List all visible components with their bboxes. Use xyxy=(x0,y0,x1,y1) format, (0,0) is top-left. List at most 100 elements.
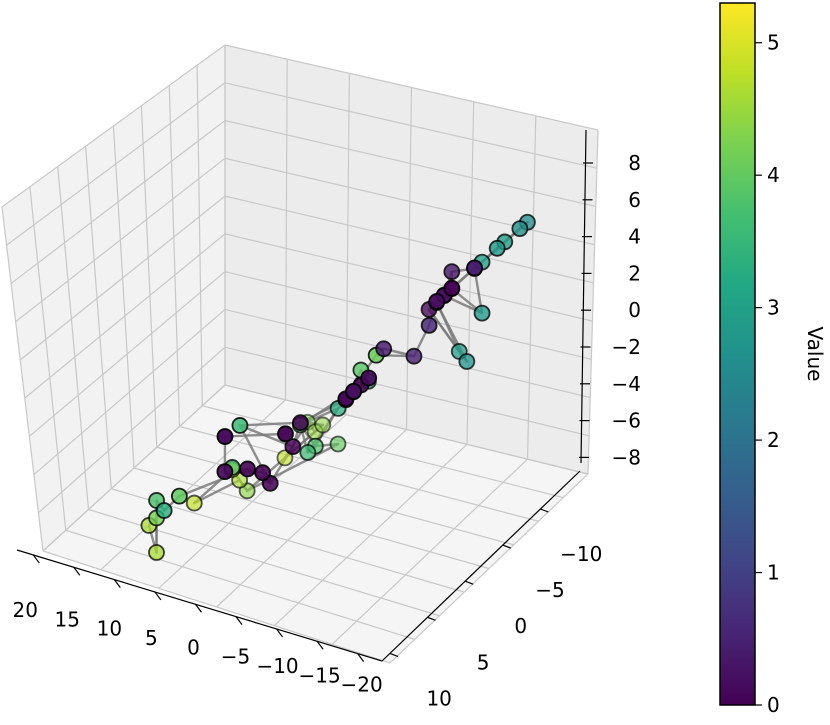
grid-line xyxy=(224,82,598,169)
data-point xyxy=(375,340,393,358)
data-point xyxy=(443,279,461,297)
grid-line xyxy=(405,87,413,430)
colorbar-tick-label: 3 xyxy=(767,296,780,320)
z-tick-label: 0 xyxy=(628,298,641,322)
z-axis-line xyxy=(580,129,587,464)
grid-line xyxy=(526,115,537,460)
colorbar-ticks: 0 1 2 3 4 5 xyxy=(755,31,780,717)
data-point xyxy=(216,428,234,445)
y-tick xyxy=(389,652,399,657)
grid-line xyxy=(10,120,226,284)
grid-line xyxy=(28,271,226,437)
data-point xyxy=(458,353,476,370)
x-tick-label: −5 xyxy=(221,645,250,669)
data-point xyxy=(216,463,234,481)
data-point xyxy=(239,460,256,478)
data-point xyxy=(360,369,378,387)
colorbar-tick-label: 5 xyxy=(767,31,780,55)
grid-line xyxy=(6,82,226,246)
x-tick xyxy=(194,603,202,613)
colorbar-tick-label: 1 xyxy=(767,561,780,585)
grid-line xyxy=(38,346,226,514)
data-point xyxy=(443,263,461,281)
data-point xyxy=(277,425,294,443)
x-tick xyxy=(113,579,121,588)
x-tick xyxy=(154,591,162,601)
grid-line xyxy=(1,44,226,208)
grid-line xyxy=(196,65,203,406)
data-point xyxy=(420,316,438,334)
y-axis-line xyxy=(381,470,581,662)
z-tick-label: 4 xyxy=(628,225,641,249)
data-points xyxy=(140,213,536,561)
grid-line xyxy=(15,157,226,323)
x-tick xyxy=(32,554,40,564)
grid-line xyxy=(224,195,594,284)
colorbar-tick-label: 2 xyxy=(767,428,780,452)
data-point xyxy=(231,417,249,434)
y-tick-label: 0 xyxy=(514,614,527,638)
data-point xyxy=(299,444,317,461)
x-tick-label: 10 xyxy=(97,617,122,641)
grid-line xyxy=(224,119,596,208)
x-tick xyxy=(316,640,324,650)
x-tick-label: 20 xyxy=(12,598,37,622)
z-tick-label: −8 xyxy=(612,445,641,469)
grid-lines xyxy=(1,44,599,664)
grid-line xyxy=(331,458,528,645)
grid-line xyxy=(33,308,226,476)
data-point xyxy=(170,487,188,505)
z-tick-label: −2 xyxy=(612,335,641,359)
grid-line xyxy=(42,384,226,552)
data-point xyxy=(148,544,165,561)
z-tick-label: 2 xyxy=(628,261,641,285)
data-point xyxy=(345,382,362,400)
data-point xyxy=(488,239,506,257)
data-point xyxy=(292,414,309,432)
grid-line xyxy=(224,271,592,360)
data-point xyxy=(314,416,332,434)
x-tick xyxy=(235,616,243,625)
grid-line xyxy=(224,157,595,246)
y-tick-label: 10 xyxy=(426,686,451,710)
y-tick xyxy=(502,544,511,549)
data-point xyxy=(329,435,347,453)
x-axis-line xyxy=(16,549,383,662)
grid-line xyxy=(100,399,286,571)
axis-lines xyxy=(16,129,587,662)
colorbar-tick-label: 0 xyxy=(767,693,780,717)
grid-line xyxy=(85,146,112,489)
data-point xyxy=(466,259,483,277)
grid-line xyxy=(587,129,599,475)
graph-edge xyxy=(238,424,295,448)
grid-line xyxy=(140,105,158,448)
grid-line xyxy=(57,166,90,510)
colorbar-tick-label: 4 xyxy=(767,163,780,187)
x-tick-label: −15 xyxy=(299,663,341,687)
z-tick-label: −6 xyxy=(612,409,641,433)
x-tick xyxy=(73,566,81,576)
x-tick xyxy=(276,628,284,638)
grid-line xyxy=(224,384,589,475)
x-tick-label: 0 xyxy=(187,635,200,659)
grid-line xyxy=(389,473,589,664)
graph-edge xyxy=(238,421,302,427)
pane-right xyxy=(225,45,598,474)
grid-line xyxy=(273,443,468,627)
grid-line xyxy=(168,85,181,427)
grid-line xyxy=(112,125,135,469)
colorbar-gradient xyxy=(720,3,755,705)
y-tick-label: −10 xyxy=(560,542,602,566)
graph-edge xyxy=(223,432,287,438)
axes-panes xyxy=(2,45,598,663)
y-tick xyxy=(464,580,474,585)
axis-ticks: 20 15 10 5 0 −5 −10 −15 −20−10−5051086420−2−4−6−… xyxy=(12,151,641,710)
data-point xyxy=(254,464,272,482)
grid-line xyxy=(284,59,288,400)
grid-line xyxy=(216,429,407,608)
z-tick-label: −4 xyxy=(612,372,641,396)
grid-line xyxy=(345,73,350,415)
grid-line xyxy=(24,233,226,399)
data-point xyxy=(155,502,173,519)
y-tick-label: −5 xyxy=(535,578,564,602)
